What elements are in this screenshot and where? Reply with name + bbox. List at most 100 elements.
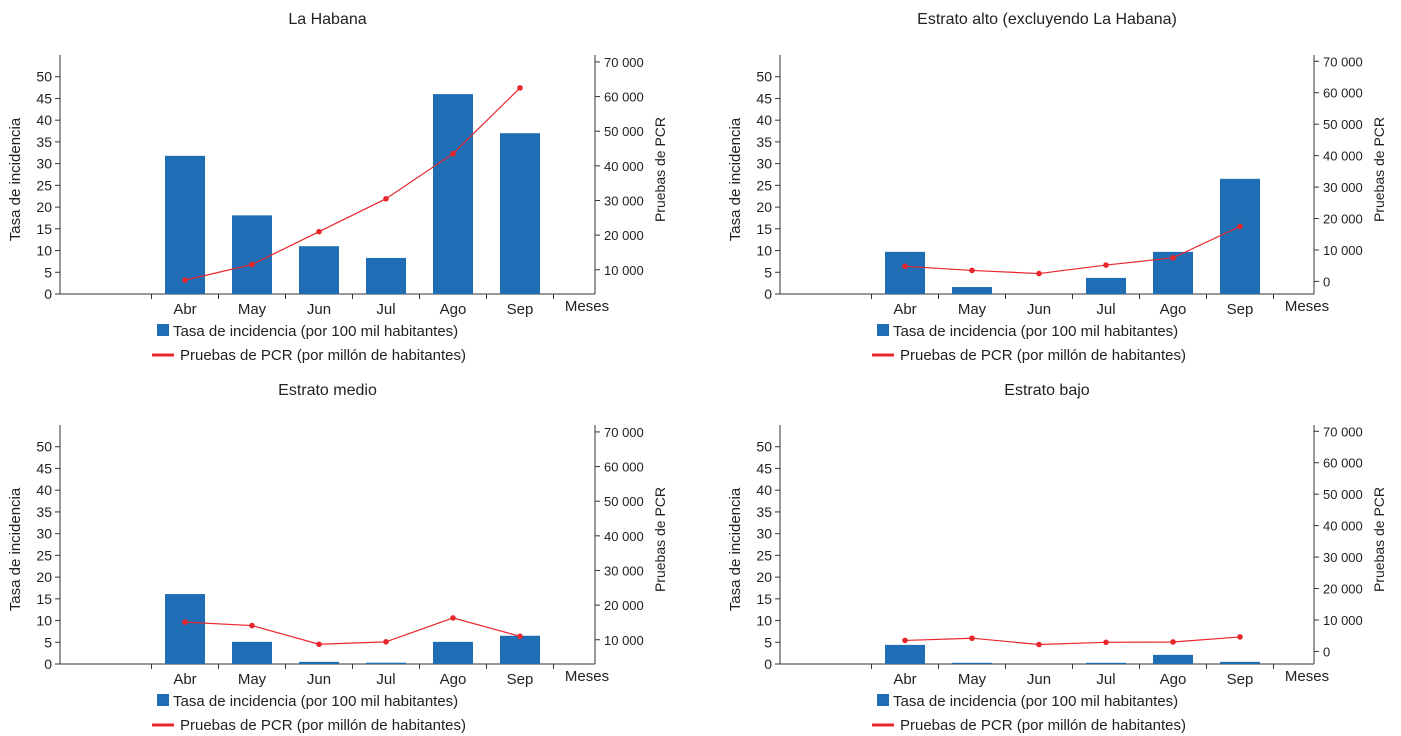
line-point [316,641,322,648]
series-line [904,636,1241,646]
line-point [517,85,523,91]
line-point [182,619,188,625]
left-axis-tick-label: 10 [36,613,52,629]
left-axis-tick-label: 35 [36,134,52,150]
right-axis-tick-label: 60 000 [604,460,644,475]
x-axis-tick-label: Ago [1160,301,1187,318]
legend-label-pcr: Pruebas de PCR (por millón de habitantes… [180,347,466,364]
right-axis-title: Pruebas de PCR [1371,487,1387,592]
right-axis-tick-label: 60 000 [1323,456,1363,471]
x-axis-tick-label: Jun [1027,671,1051,688]
left-axis-tick-label: 20 [756,199,772,215]
left-axis-title: Tasa de incidencia [727,487,744,611]
left-axis-tick-label: 40 [756,112,772,128]
left-axis-tick-label: 10 [756,243,772,259]
chart-title: Estrato bajo [1004,382,1089,399]
left-axis-tick-label: 50 [36,69,52,85]
left-axis-tick-label: 30 [36,526,52,542]
x-axis-end-label: Meses [1285,668,1329,685]
left-axis-tick-label: 20 [36,199,52,215]
x-axis-tick-label: Sep [507,671,534,688]
left-axis-tick-label: 0 [44,656,52,672]
left-axis-tick-label: 15 [756,591,772,607]
left-axis-tick-label: 45 [756,90,772,106]
bar [500,133,540,294]
left-axis-tick-label: 0 [764,656,772,672]
left-axis-tick-label: 30 [756,526,772,542]
x-axis-tick-label: Sep [1227,671,1254,688]
line-point [450,150,456,157]
left-axis-tick-label: 5 [764,264,772,280]
left-axis-tick-label: 5 [44,634,52,650]
chart-title: La Habana [288,11,366,28]
bar [232,215,272,294]
x-axis-tick-label: Sep [1227,301,1254,318]
bar [1220,661,1260,664]
right-axis-tick-label: 10 000 [1323,243,1363,258]
legend-bar-swatch [877,694,889,706]
right-axis-tick-label: 0 [1323,274,1330,289]
left-axis-tick-label: 20 [36,569,52,585]
line-point [383,639,389,645]
x-axis-tick-label: Abr [173,301,196,318]
bar [165,594,205,664]
left-axis-tick-label: 45 [36,460,52,476]
x-axis-tick-label: Ago [440,671,467,688]
legend-label-incidence: Tasa de incidencia (por 100 mil habitant… [173,693,458,710]
line-point [1103,639,1109,646]
chart-panel: Estrato medio 0 5 10 15 20 25 30 35 40 45 50 Tasa de… [7,382,668,734]
chart-panel: La Habana 0 5 10 15 20 25 30 35 40 45 50 Tasa de inc… [7,11,668,364]
bar [1086,277,1126,294]
bar [433,641,473,664]
left-axis-tick-label: 10 [36,243,52,259]
legend-label-incidence: Tasa de incidencia (por 100 mil habitant… [893,323,1178,340]
legend-label-pcr: Pruebas de PCR (por millón de habitantes… [900,347,1186,364]
chart-title: Estrato medio [278,382,377,399]
left-axis-tick-label: 50 [36,439,52,455]
series-line [184,617,521,645]
left-axis-tick-label: 40 [756,482,772,498]
right-axis-title: Pruebas de PCR [652,487,668,592]
line-point [1170,639,1176,645]
series-line [904,225,1241,275]
left-axis-title: Tasa de incidencia [7,117,24,241]
line-point [450,615,456,621]
right-axis-tick-label: 20 000 [604,598,644,613]
line-point [969,267,975,274]
right-axis-tick-label: 10 000 [604,263,644,278]
right-axis-tick-label: 30 000 [1323,180,1363,195]
x-axis-tick-label: Jul [376,301,395,318]
left-axis-tick-label: 15 [756,221,772,237]
right-axis-title: Pruebas de PCR [1371,117,1387,222]
right-axis-tick-label: 10 000 [604,633,644,648]
x-axis-tick-label: Abr [173,671,196,688]
left-axis-tick-label: 45 [756,460,772,476]
legend-label-pcr: Pruebas de PCR (por millón de habitantes… [180,717,466,734]
right-axis-tick-label: 70 000 [604,425,644,440]
right-axis-tick-label: 20 000 [1323,582,1363,597]
left-axis-tick-label: 20 [756,569,772,585]
left-axis-tick-label: 40 [36,482,52,498]
bar [433,94,473,294]
left-axis-tick-label: 0 [764,286,772,302]
left-axis-tick-label: 35 [756,504,772,520]
legend-label-pcr: Pruebas de PCR (por millón de habitantes… [900,717,1186,734]
x-axis-tick-label: May [238,671,267,688]
bar [952,662,992,664]
right-axis-tick-label: 50 000 [1323,487,1363,502]
left-axis-tick-label: 5 [44,264,52,280]
bar [952,287,992,294]
bar [366,662,406,664]
x-axis-end-label: Meses [565,298,609,315]
x-axis-tick-label: Jul [1096,671,1115,688]
left-axis-tick-label: 15 [36,591,52,607]
line-point [1036,270,1042,277]
left-axis-title: Tasa de incidencia [7,487,24,611]
bar [885,644,925,664]
x-axis-tick-label: Jul [376,671,395,688]
left-axis-title: Tasa de incidencia [727,117,744,241]
right-axis-tick-label: 70 000 [1323,54,1363,69]
right-axis-tick-label: 10 000 [1323,613,1363,628]
right-axis-tick-label: 0 [1323,644,1330,659]
